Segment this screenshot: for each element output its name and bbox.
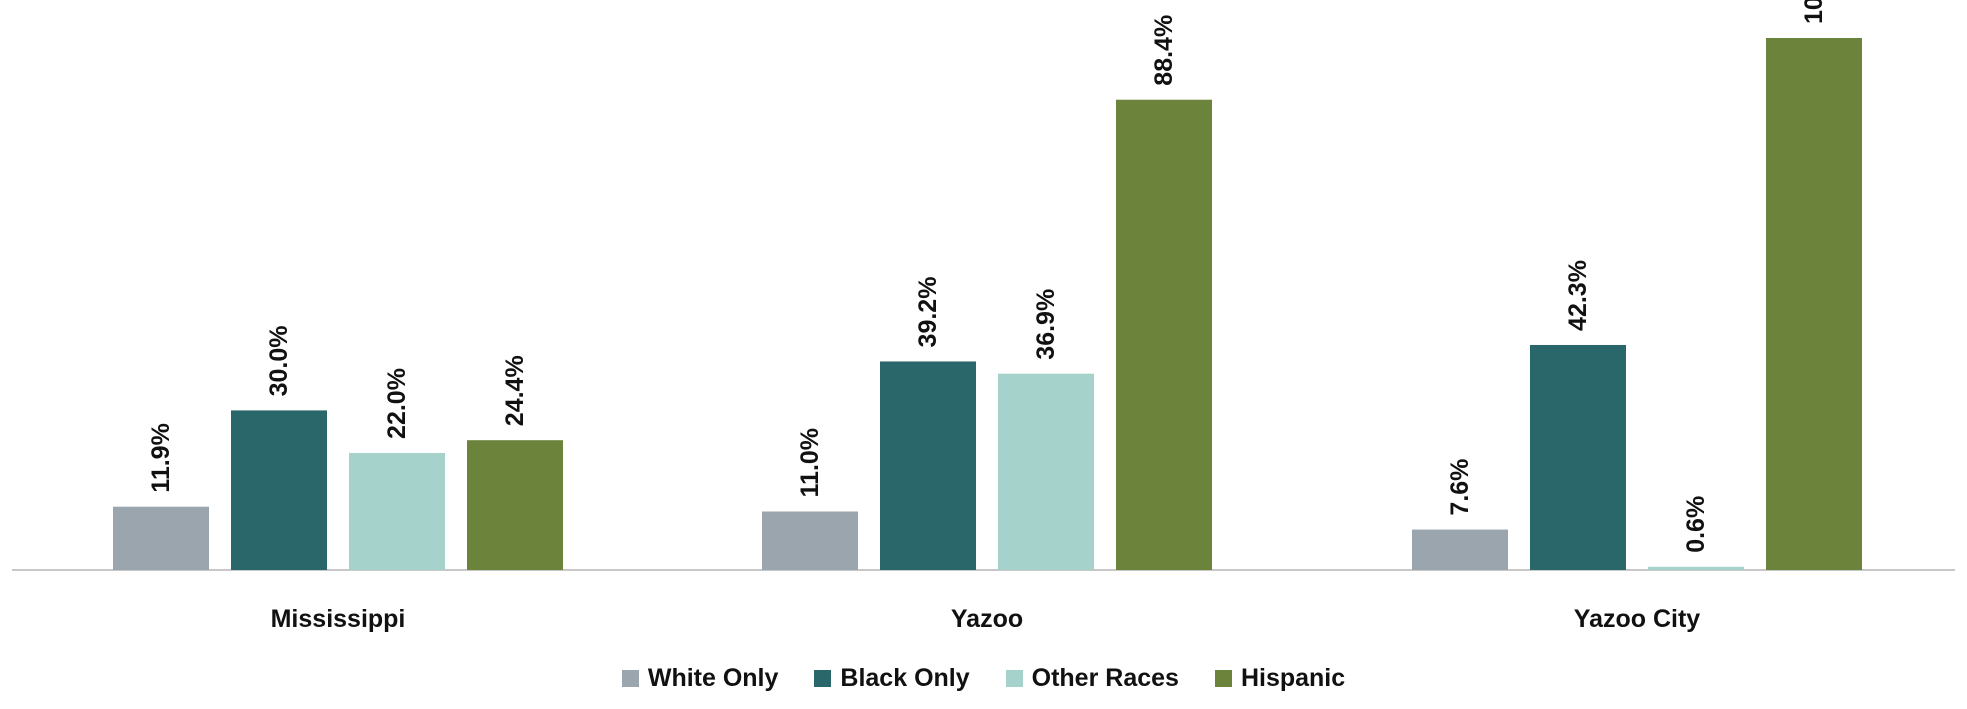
bars xyxy=(113,38,1862,570)
category-label: Yazoo City xyxy=(1574,605,1701,633)
data-label: 36.9% xyxy=(1032,289,1060,360)
legend-label: White Only xyxy=(647,664,779,692)
data-label: 11.0% xyxy=(796,428,824,498)
category-labels: Mississippi Yazoo Yazoo City xyxy=(271,605,1701,633)
category-label: Yazoo xyxy=(951,605,1023,633)
legend-item: Black Only xyxy=(814,664,970,693)
bar-black-only-mississippi xyxy=(231,410,327,570)
legend-label: Hispanic xyxy=(1240,664,1346,692)
category-label: Mississippi xyxy=(271,605,406,633)
legend-swatch xyxy=(814,670,832,687)
legend-item: Other Races xyxy=(1005,664,1179,693)
data-label: 22.0% xyxy=(383,368,411,439)
data-label: 0.6% xyxy=(1682,496,1710,553)
data-label: 39.2% xyxy=(914,277,942,348)
data-label: 88.4% xyxy=(1150,15,1178,86)
bar-white-only-yazoo xyxy=(762,511,858,570)
data-label: 7.6% xyxy=(1446,459,1474,516)
legend-label: Other Races xyxy=(1031,664,1179,692)
legend: White Only Black Only Other Races Hispanic xyxy=(0,664,1967,693)
bar-hispanic-yazoo-city xyxy=(1766,38,1862,570)
data-label: 11.9% xyxy=(147,423,175,493)
legend-swatch xyxy=(1005,670,1023,687)
data-label: 30.0% xyxy=(265,326,293,397)
bar-black-only-yazoo xyxy=(880,361,976,570)
legend-swatch xyxy=(621,670,639,687)
bar-other-races-yazoo-city xyxy=(1648,566,1744,570)
data-label: 24.4% xyxy=(501,355,529,426)
data-label: 42.3% xyxy=(1564,260,1592,331)
bar-white-only-mississippi xyxy=(113,506,209,570)
chart: 11.9% 30.0% 22.0% 24.4% 11.0% 39.2% 36.9% 88.4%… xyxy=(12,0,1955,633)
bar-black-only-yazoo-city xyxy=(1530,344,1626,570)
bar-other-races-mississippi xyxy=(349,452,445,570)
data-label: 100.0% xyxy=(1800,0,1828,24)
bar-other-races-yazoo xyxy=(998,373,1094,570)
legend-item: Hispanic xyxy=(1214,664,1346,693)
legend-swatch xyxy=(1214,670,1232,687)
data-labels: 11.9% 30.0% 22.0% 24.4% 11.0% 39.2% 36.9% 88.4%… xyxy=(147,0,1828,553)
legend-item: White Only xyxy=(621,664,779,693)
bar-hispanic-mississippi xyxy=(467,440,563,570)
legend-label: Black Only xyxy=(840,664,970,692)
bar-white-only-yazoo-city xyxy=(1412,529,1508,570)
bar-hispanic-yazoo xyxy=(1116,99,1212,570)
